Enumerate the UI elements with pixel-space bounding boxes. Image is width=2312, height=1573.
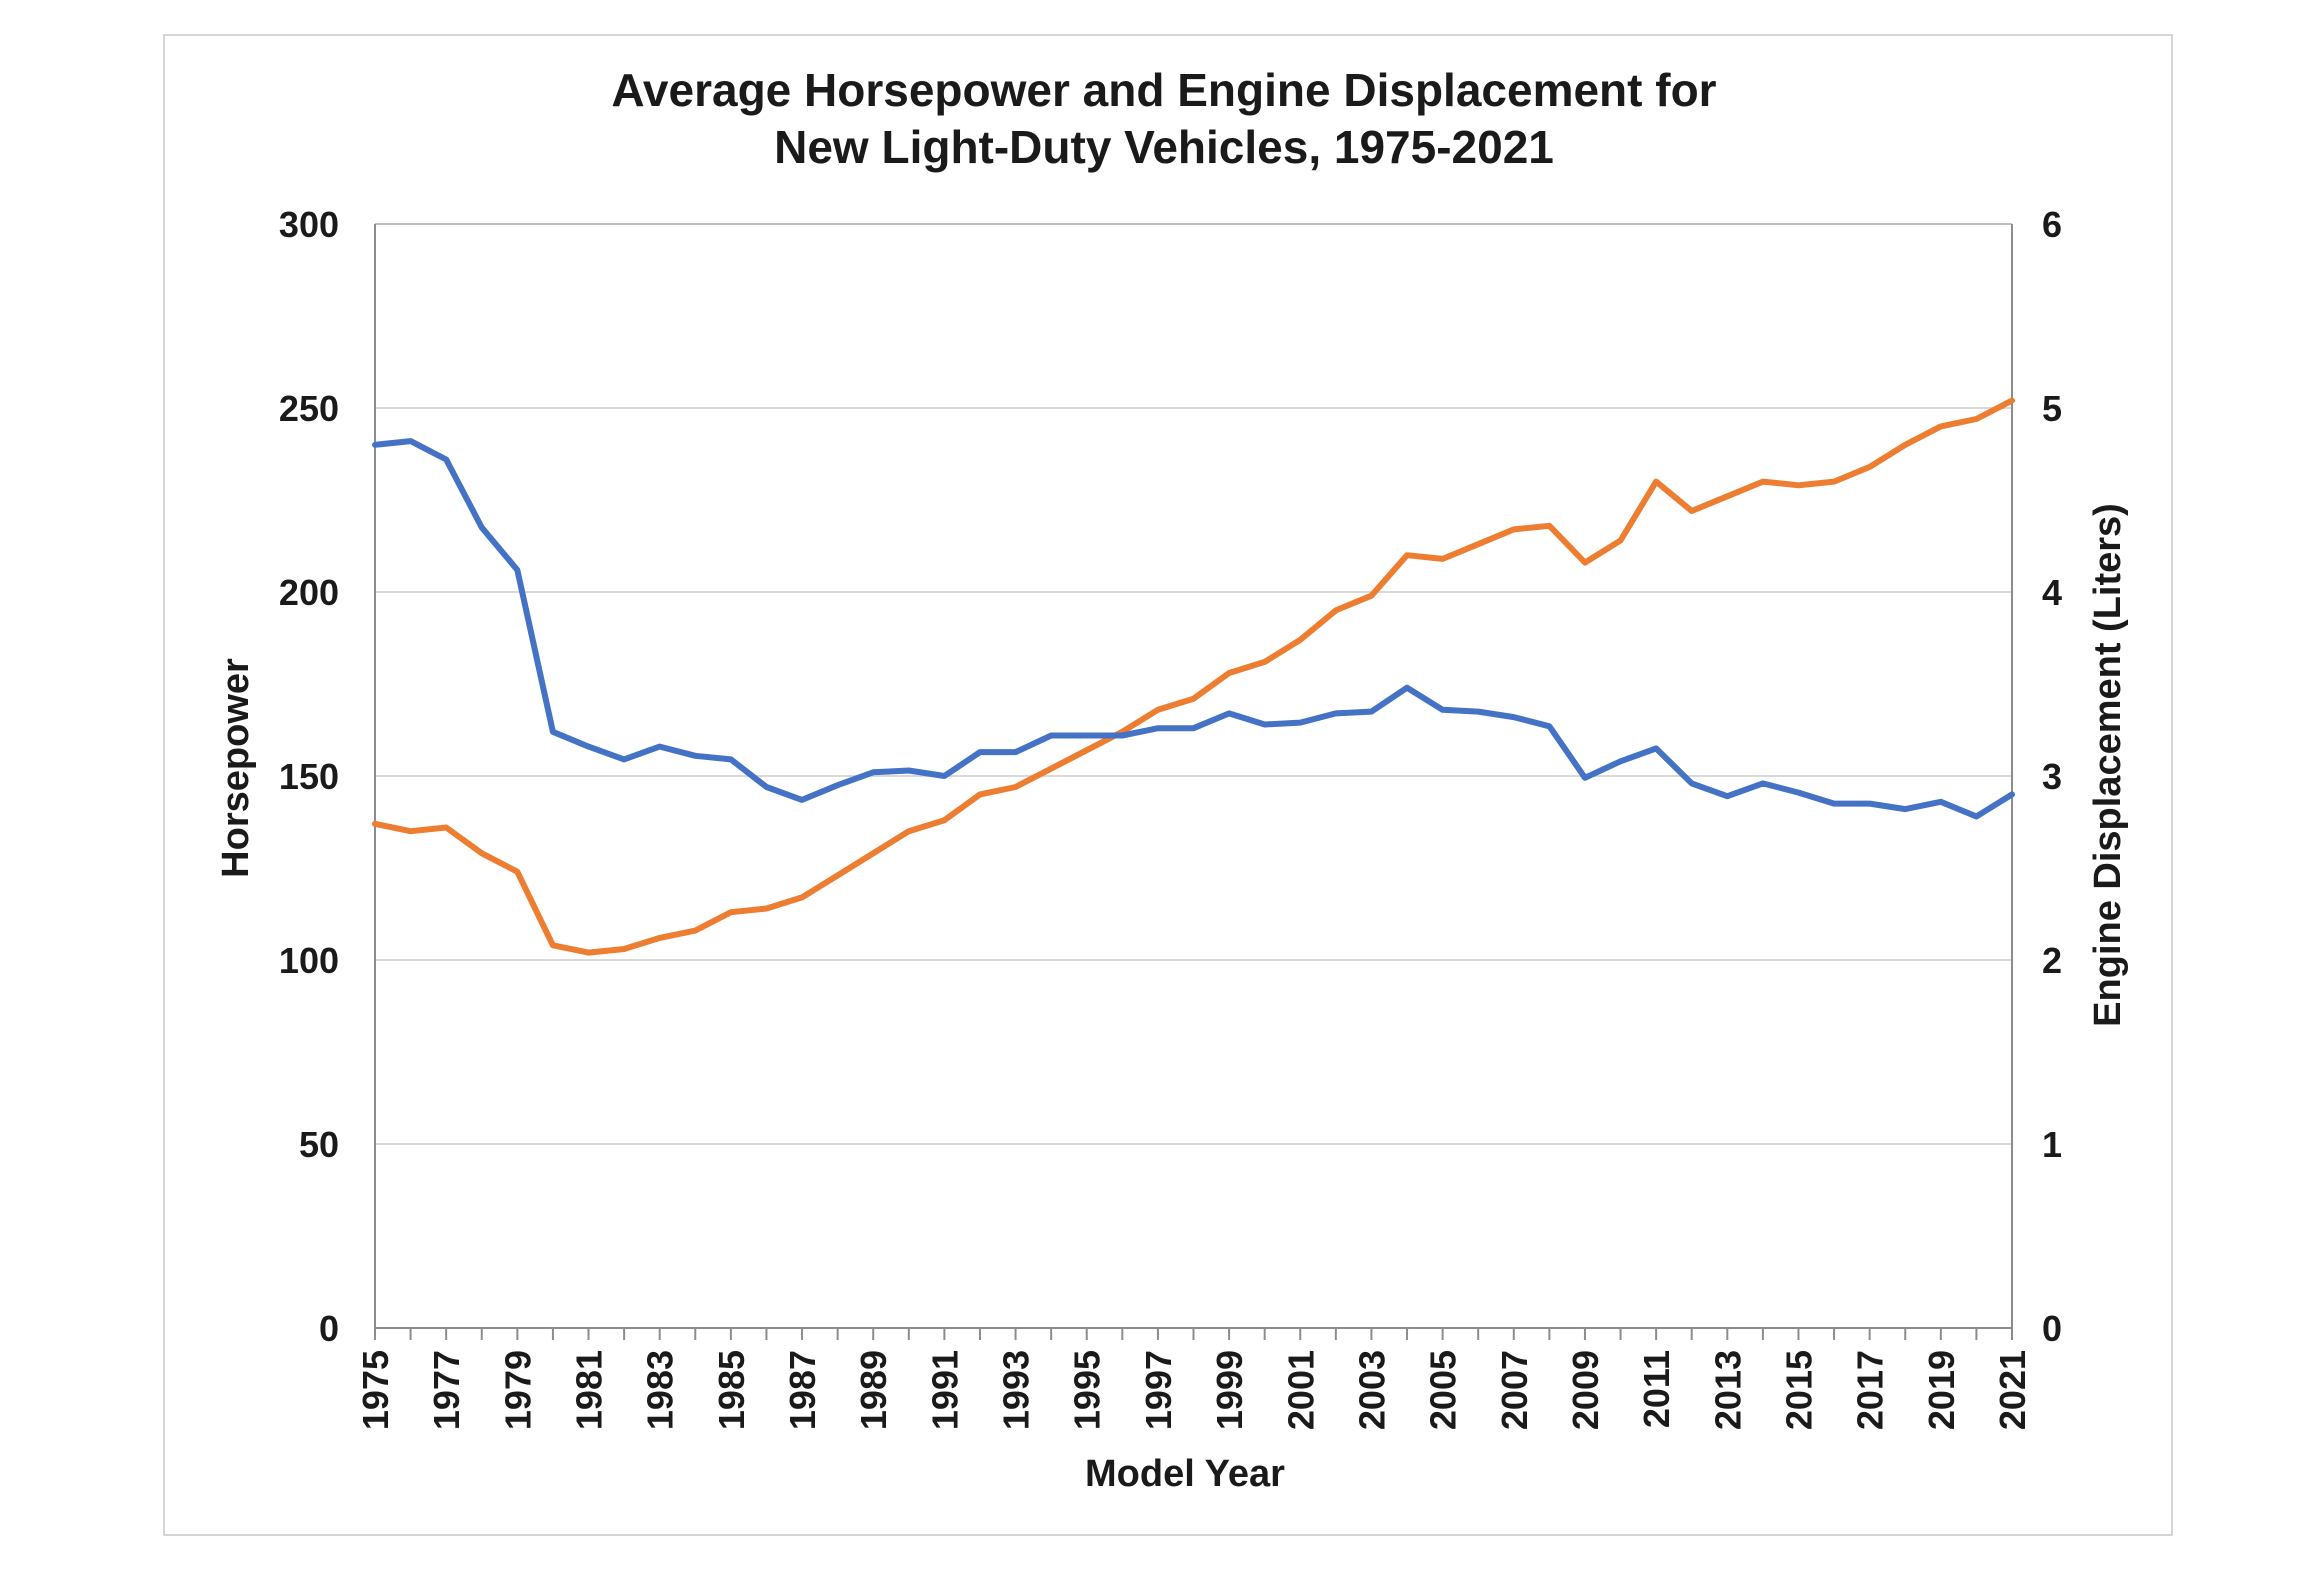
left-axis-label: Horsepower [215, 658, 257, 878]
chart-title-line-2: New Light-Duty Vehicles, 1975-2021 [774, 121, 1554, 173]
chart-frame [163, 34, 2173, 1536]
right-tick-label: 1 [2042, 1124, 2062, 1165]
x-tick-label: 2009 [1565, 1350, 1606, 1430]
axes [374, 223, 2013, 1340]
x-axis-label: Model Year [1085, 1453, 1285, 1495]
x-tick-label: 2007 [1494, 1350, 1535, 1430]
right-tick-label: 5 [2042, 388, 2062, 429]
right-tick-label: 6 [2042, 204, 2062, 245]
x-tick-label: 1975 [355, 1350, 396, 1430]
x-tick-label: 2021 [1992, 1350, 2033, 1430]
engine-displacement-line [372, 438, 2015, 820]
horsepower-line [372, 397, 2015, 956]
x-tick-label: 2015 [1778, 1350, 1819, 1430]
right-tick-label: 4 [2042, 572, 2062, 613]
x-tick-label: 1977 [426, 1350, 467, 1430]
x-tick-label: 1991 [924, 1350, 965, 1430]
left-tick-label: 150 [279, 756, 339, 797]
x-tick-label: 2005 [1423, 1350, 1464, 1430]
x-tick-label: 2003 [1351, 1350, 1392, 1430]
x-tick-label: 1987 [782, 1350, 823, 1430]
left-tick-label: 0 [319, 1308, 339, 1349]
x-tick-label: 1993 [996, 1350, 1037, 1430]
right-tick-label: 3 [2042, 756, 2062, 797]
x-tick-label: 1995 [1067, 1350, 1108, 1430]
right-axis-label: Engine Displacement (Liters) [2087, 503, 2129, 1027]
x-tick-label: 1983 [640, 1350, 681, 1430]
x-tick-label: 2001 [1280, 1350, 1321, 1430]
x-tick-label: 1981 [569, 1350, 610, 1430]
x-tick-label: 1985 [711, 1350, 752, 1430]
x-tick-label: 2011 [1636, 1350, 1677, 1428]
gridlines [375, 223, 2012, 1145]
x-tick-label: 2013 [1707, 1350, 1748, 1430]
x-tick-label: 1989 [853, 1350, 894, 1430]
left-tick-label: 250 [279, 388, 339, 429]
x-tick-label: 1979 [497, 1350, 538, 1430]
x-tick-label: 1999 [1209, 1350, 1250, 1430]
chart-title-line-1: Average Horsepower and Engine Displaceme… [611, 64, 1716, 116]
left-tick-label: 100 [279, 940, 339, 981]
x-tick-label: 1997 [1138, 1350, 1179, 1430]
left-tick-label: 50 [299, 1124, 339, 1165]
right-tick-label: 0 [2042, 1308, 2062, 1349]
x-tick-label: 2019 [1921, 1350, 1962, 1430]
series-lines [372, 397, 2015, 956]
left-tick-label: 300 [279, 204, 339, 245]
x-tick-label: 2017 [1850, 1350, 1891, 1430]
tick-labels: 0 50 100 150 200 250 300 0 1 2 3 4 5 6 1975 1977 1979 198… [279, 204, 2062, 1430]
left-tick-label: 200 [279, 572, 339, 613]
right-tick-label: 2 [2042, 940, 2062, 981]
